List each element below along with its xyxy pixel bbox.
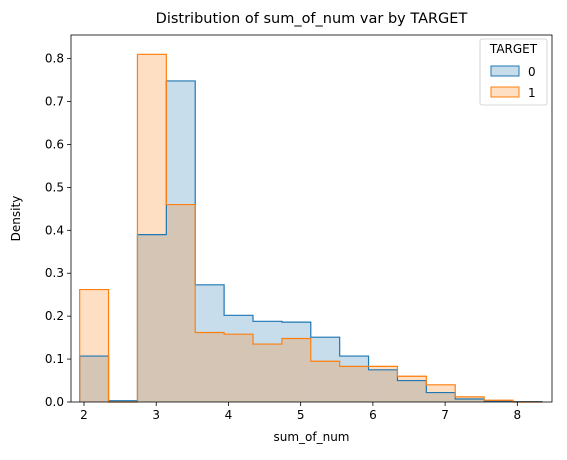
- bar-series-1-bin-2: [137, 54, 166, 402]
- x-tick-label: 7: [441, 408, 449, 422]
- bar-series-1-bin-12: [426, 385, 455, 402]
- legend-swatch-1: [491, 87, 519, 97]
- legend-label-0: 0: [528, 65, 536, 79]
- x-tick-label: 8: [514, 408, 522, 422]
- bar-series-1-bin-4: [195, 332, 224, 402]
- y-tick-label: 0.7: [45, 95, 64, 109]
- y-tick-label: 0.4: [45, 223, 64, 237]
- x-tick-label: 3: [152, 408, 160, 422]
- bar-series-1-bin-9: [340, 366, 369, 402]
- bar-series-1-bin-0: [80, 290, 109, 402]
- y-tick-label: 0.8: [45, 52, 64, 66]
- bar-series-1-bin-7: [282, 338, 311, 402]
- x-axis-label: sum_of_num: [273, 430, 349, 444]
- y-tick-label: 0.3: [45, 266, 64, 280]
- y-tick-label: 0.1: [45, 352, 64, 366]
- y-axis-label: Density: [9, 196, 23, 242]
- x-tick-label: 5: [297, 408, 305, 422]
- y-tick-label: 0.2: [45, 309, 64, 323]
- legend-title: TARGET: [489, 42, 538, 56]
- x-tick-label: 6: [369, 408, 377, 422]
- bar-series-1-bin-10: [369, 366, 398, 402]
- y-tick-label: 0.5: [45, 180, 64, 194]
- x-tick-label: 2: [80, 408, 88, 422]
- legend: TARGET 0 1: [480, 39, 547, 105]
- legend-label-1: 1: [528, 86, 536, 100]
- y-tick-label: 0.0: [45, 395, 64, 409]
- bar-series-1-bin-3: [166, 205, 195, 402]
- y-axis-ticks: 0.0 0.1 0.2 0.3 0.4 0.5 0.6 0.7 0.8: [45, 52, 71, 409]
- chart-title: Distribution of sum_of_num var by TARGET: [156, 11, 468, 27]
- x-tick-label: 4: [225, 408, 233, 422]
- y-tick-label: 0.6: [45, 137, 64, 151]
- bar-series-1-bin-8: [311, 361, 340, 402]
- x-axis-ticks: 2 3 4 5 6 7 8: [80, 402, 521, 422]
- legend-swatch-0: [491, 66, 519, 76]
- bar-series-1-bin-6: [253, 344, 282, 402]
- bar-series-1-bin-5: [224, 334, 253, 402]
